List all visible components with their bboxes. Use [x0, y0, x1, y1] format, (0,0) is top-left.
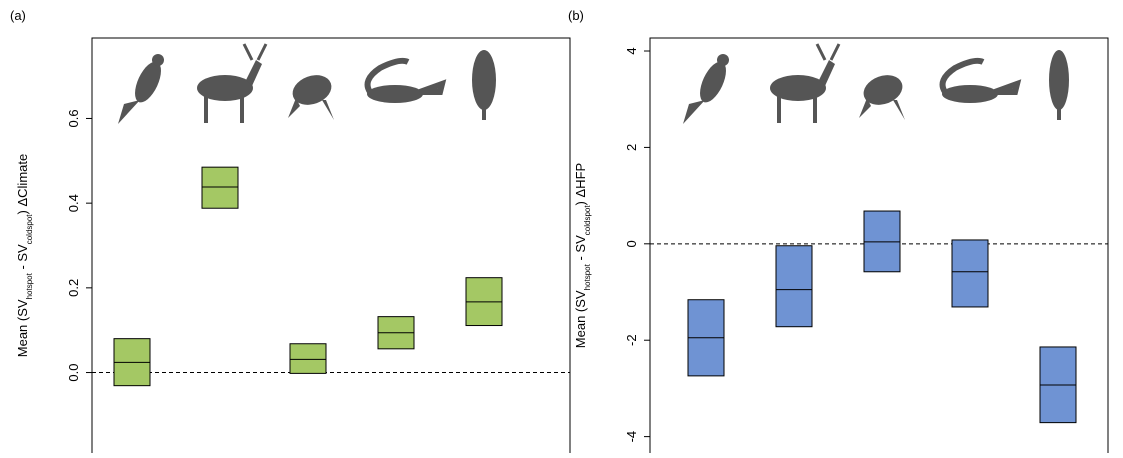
lizard-icon — [942, 61, 1017, 103]
box — [952, 240, 988, 307]
y-tick-label: -2 — [624, 334, 639, 346]
y-tick-label: -4 — [624, 431, 639, 443]
y-axis-title-part: ) ΔClimate — [15, 154, 30, 215]
y-tick-label: 0.4 — [66, 194, 81, 212]
y-axis-title-part: Mean (SV — [573, 290, 588, 348]
y-tick-label: 4 — [624, 47, 639, 54]
lizard-icon — [367, 61, 442, 103]
frog-icon — [859, 70, 907, 120]
frog-icon — [288, 70, 336, 120]
box — [776, 246, 812, 327]
y-axis-title-part: ) ΔHFP — [573, 163, 588, 206]
y-axis-title-sub: coldspot — [583, 205, 592, 236]
bird-icon — [683, 54, 731, 124]
y-axis-title-part: - SV — [573, 235, 588, 264]
bird-icon — [118, 54, 166, 124]
y-axis-title-part: Mean (SV — [15, 299, 30, 357]
y-axis-title-sub: coldspot — [25, 214, 34, 245]
box — [290, 344, 326, 374]
chart: (a)0.00.20.40.6Mean (SVhotspot - SVcolds… — [0, 0, 1123, 453]
deer-icon — [197, 44, 266, 123]
deer-icon — [770, 44, 839, 123]
y-tick-label: 0.0 — [66, 364, 81, 382]
plot-frame — [92, 38, 570, 453]
y-tick-label: 0 — [624, 240, 639, 247]
y-tick-label: 2 — [624, 144, 639, 151]
y-axis-title: Mean (SVhotspot - SVcoldspot) ΔClimate — [15, 154, 34, 357]
y-axis-title: Mean (SVhotspot - SVcoldspot) ΔHFP — [573, 163, 592, 348]
tree-icon — [472, 50, 496, 120]
icons — [118, 44, 1069, 124]
panel-label: (a) — [10, 8, 26, 23]
y-tick-label: 0.2 — [66, 279, 81, 297]
box — [202, 167, 238, 208]
y-tick-label: 0.6 — [66, 109, 81, 127]
panel-label: (b) — [568, 8, 584, 23]
tree-icon — [1049, 50, 1069, 120]
y-axis-title-sub: hotspot — [583, 263, 592, 290]
icons-b — [683, 44, 1069, 124]
y-axis-title-sub: hotspot — [25, 272, 34, 299]
y-axis-title-part: - SV — [15, 244, 30, 273]
